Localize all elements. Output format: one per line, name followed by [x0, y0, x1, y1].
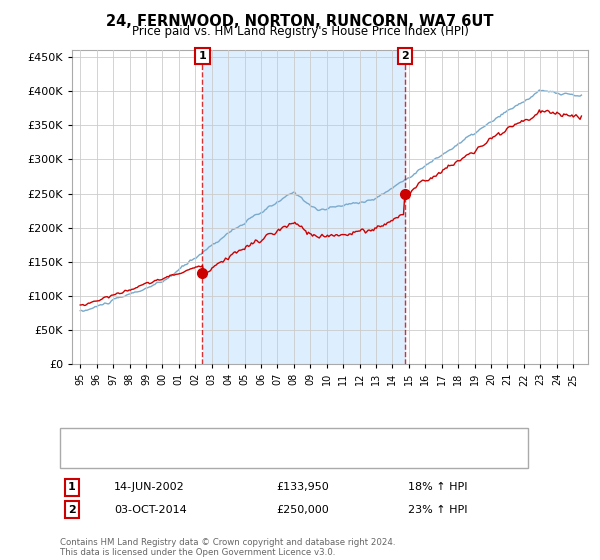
Text: 24, FERNWOOD, NORTON, RUNCORN, WA7 6UT: 24, FERNWOOD, NORTON, RUNCORN, WA7 6UT: [106, 14, 494, 29]
Text: 2: 2: [401, 51, 409, 61]
Text: 14-JUN-2002: 14-JUN-2002: [114, 482, 185, 492]
Text: Price paid vs. HM Land Registry's House Price Index (HPI): Price paid vs. HM Land Registry's House …: [131, 25, 469, 38]
Text: HPI: Average price, detached house, Halton: HPI: Average price, detached house, Halt…: [120, 455, 347, 465]
Text: 18% ↑ HPI: 18% ↑ HPI: [408, 482, 467, 492]
Text: 03-OCT-2014: 03-OCT-2014: [114, 505, 187, 515]
Text: £250,000: £250,000: [276, 505, 329, 515]
Text: 1: 1: [68, 482, 76, 492]
Bar: [203, 50, 405, 364]
Text: 2: 2: [68, 505, 76, 515]
Text: 23% ↑ HPI: 23% ↑ HPI: [408, 505, 467, 515]
Text: 24, FERNWOOD, NORTON, RUNCORN, WA7 6UT (detached house): 24, FERNWOOD, NORTON, RUNCORN, WA7 6UT (…: [120, 430, 461, 440]
Text: 1: 1: [199, 51, 206, 61]
Text: ——: ——: [78, 454, 103, 467]
Text: £133,950: £133,950: [276, 482, 329, 492]
Text: Contains HM Land Registry data © Crown copyright and database right 2024.
This d: Contains HM Land Registry data © Crown c…: [60, 538, 395, 557]
Text: ——: ——: [78, 428, 103, 442]
